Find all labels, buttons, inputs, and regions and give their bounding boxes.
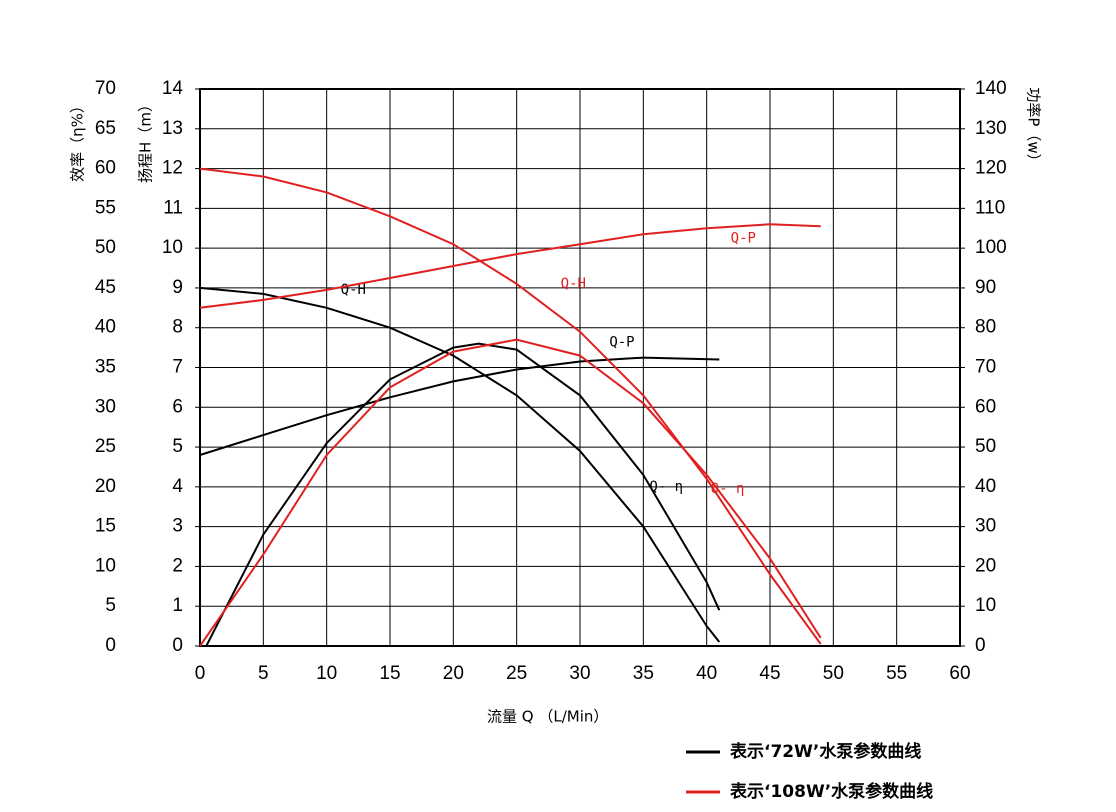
y2-tick-label: 0 xyxy=(975,635,986,656)
legend-label: 表示‘108W’水泵参数曲线 xyxy=(730,781,933,802)
y3-tick-label: 40 xyxy=(95,317,116,338)
plot-frame xyxy=(199,88,961,647)
y3-tick-label: 0 xyxy=(105,635,116,656)
series-line xyxy=(199,223,821,309)
y3-tick-label: 25 xyxy=(95,436,116,457)
y2-tick-label: 60 xyxy=(975,396,996,417)
y2-tick-label: 70 xyxy=(975,357,996,378)
x-tick-label: 0 xyxy=(195,663,206,684)
y-tick-label: 9 xyxy=(172,277,183,298)
y3-tick-label: 35 xyxy=(95,357,116,378)
x-tick-label: 15 xyxy=(379,663,400,684)
y2-tick-label: 30 xyxy=(975,516,996,537)
y3-tick-label: 55 xyxy=(95,197,116,218)
y2-tick-label: 130 xyxy=(975,118,1007,139)
y-tick-label: 0 xyxy=(172,635,183,656)
y3-tick-label: 10 xyxy=(95,555,116,576)
y2-tick-label: 50 xyxy=(975,436,996,457)
series-label: Q-H xyxy=(561,276,586,292)
y-tick-label: 2 xyxy=(172,555,183,576)
series-label: Q- η xyxy=(711,481,745,497)
series-label: Q-P xyxy=(609,335,634,351)
y3-tick-label: 60 xyxy=(95,158,116,179)
x-tick-label: 10 xyxy=(316,663,337,684)
series-line xyxy=(199,356,720,456)
y-tick-label: 14 xyxy=(162,78,184,99)
y2-tick-label: 120 xyxy=(975,158,1007,179)
legend-label: 表示‘72W’水泵参数曲线 xyxy=(730,741,921,762)
x-tick-label: 5 xyxy=(258,663,269,684)
y3-tick-label: 70 xyxy=(95,78,116,99)
y3-tick-label: 15 xyxy=(95,516,116,537)
y3-tick-label: 5 xyxy=(105,595,116,616)
x-tick-label: 30 xyxy=(569,663,590,684)
x-tick-label: 35 xyxy=(633,663,654,684)
y3-tick-label: 50 xyxy=(95,237,116,258)
y3-tick-label: 65 xyxy=(95,118,116,139)
y2-tick-label: 140 xyxy=(975,78,1007,99)
y-tick-label: 10 xyxy=(162,237,183,258)
y2-tick-label: 40 xyxy=(975,476,996,497)
y2-tick-label: 110 xyxy=(975,197,1005,218)
y2-tick-label: 20 xyxy=(975,555,996,576)
x-axis-title: 流量 Q （L/Min） xyxy=(487,708,608,726)
x-tick-label: 45 xyxy=(759,663,780,684)
series-line xyxy=(199,338,822,647)
y2-tick-label: 80 xyxy=(975,317,996,338)
x-tick-label: 50 xyxy=(823,663,844,684)
y2-tick-label: 10 xyxy=(975,595,996,616)
y3-tick-label: 30 xyxy=(95,396,116,417)
y3-tick-label: 45 xyxy=(95,277,116,298)
y2-tick-label: 100 xyxy=(975,237,1007,258)
y-tick-label: 7 xyxy=(172,357,183,378)
y-tick-label: 11 xyxy=(163,197,183,218)
x-tick-label: 25 xyxy=(506,663,527,684)
series-label: Q- η xyxy=(649,479,683,495)
y3-axis-title: 效率（η%） xyxy=(69,98,87,182)
y2-tick-label: 90 xyxy=(975,277,996,298)
y3-tick-label: 20 xyxy=(95,476,116,497)
x-tick-label: 60 xyxy=(949,663,970,684)
series-line xyxy=(199,286,721,643)
y-tick-label: 8 xyxy=(172,317,183,338)
y-axis-title: 扬程H（m） xyxy=(137,97,155,183)
series-label: Q-P xyxy=(731,230,756,246)
y-tick-label: 12 xyxy=(162,158,183,179)
x-tick-label: 20 xyxy=(443,663,464,684)
y-tick-label: 6 xyxy=(172,396,183,417)
y2-axis-title: 功率P（w） xyxy=(1025,87,1043,168)
x-tick-label: 55 xyxy=(886,663,907,684)
y-tick-label: 4 xyxy=(172,476,183,497)
y-tick-label: 1 xyxy=(172,595,183,616)
series-line xyxy=(205,342,721,647)
x-tick-label: 40 xyxy=(696,663,717,684)
y-tick-label: 5 xyxy=(172,436,183,457)
y-tick-label: 13 xyxy=(162,118,183,139)
y-tick-label: 3 xyxy=(172,516,183,537)
series-line xyxy=(199,167,822,645)
